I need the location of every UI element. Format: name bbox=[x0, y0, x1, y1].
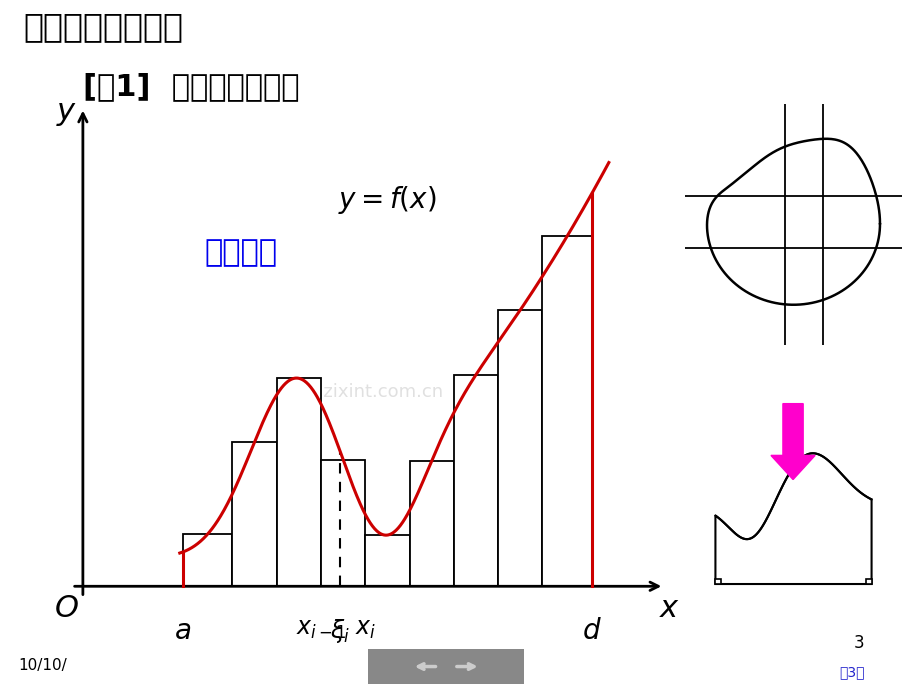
Text: $x_i$: $x_i$ bbox=[355, 617, 375, 641]
FancyBboxPatch shape bbox=[497, 310, 542, 586]
Text: $x_{i-1}$: $x_{i-1}$ bbox=[295, 617, 346, 641]
Text: $d$: $d$ bbox=[582, 617, 601, 645]
FancyBboxPatch shape bbox=[321, 460, 365, 586]
FancyBboxPatch shape bbox=[409, 461, 453, 586]
Text: 10/10/: 10/10/ bbox=[18, 658, 67, 673]
Text: $y = f(x)$: $y = f(x)$ bbox=[337, 184, 436, 216]
FancyBboxPatch shape bbox=[365, 535, 409, 586]
FancyBboxPatch shape bbox=[233, 442, 277, 586]
FancyBboxPatch shape bbox=[542, 236, 592, 586]
Text: 一、两个经典例子: 一、两个经典例子 bbox=[23, 10, 183, 43]
Text: 第3页: 第3页 bbox=[838, 666, 864, 680]
Text: [例1]  曲边形面积问题: [例1] 曲边形面积问题 bbox=[83, 72, 299, 101]
FancyBboxPatch shape bbox=[453, 375, 497, 586]
Text: 3: 3 bbox=[853, 634, 864, 652]
Text: 曲边梯形: 曲边梯形 bbox=[204, 238, 278, 267]
Bar bbox=[715, 579, 720, 584]
FancyBboxPatch shape bbox=[277, 378, 321, 586]
Bar bbox=[865, 579, 870, 584]
Text: $x$: $x$ bbox=[659, 594, 679, 623]
FancyBboxPatch shape bbox=[182, 534, 233, 586]
Text: www.zixint.com.cn: www.zixint.com.cn bbox=[276, 382, 443, 400]
Polygon shape bbox=[715, 453, 870, 584]
Text: $O$: $O$ bbox=[54, 594, 79, 623]
Text: $y$: $y$ bbox=[56, 99, 77, 128]
Text: $\xi_i$: $\xi_i$ bbox=[330, 617, 350, 645]
Text: $a$: $a$ bbox=[174, 617, 191, 645]
